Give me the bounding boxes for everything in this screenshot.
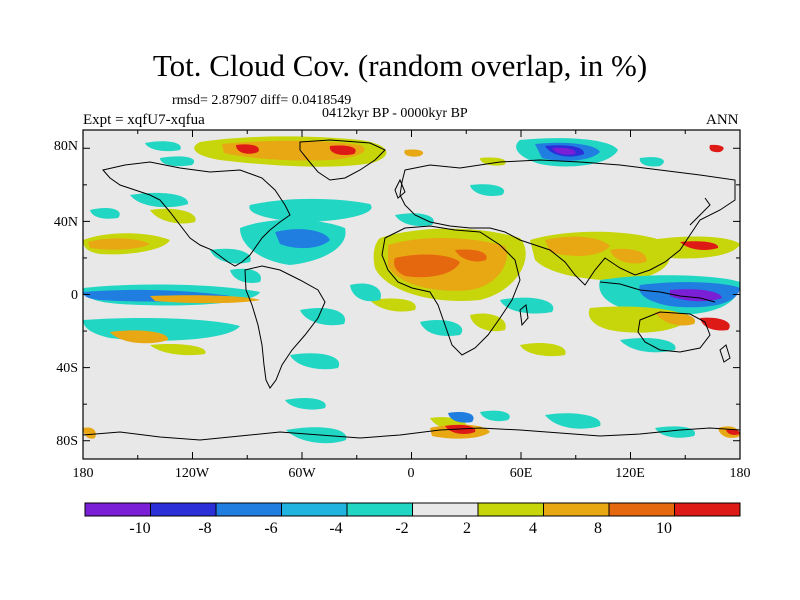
anom-so-blue xyxy=(448,412,474,423)
anom-aus-cyan xyxy=(620,338,676,353)
anom-aus-orange xyxy=(655,311,696,326)
anom-arctic-cyan1 xyxy=(145,141,181,152)
lon-label-120e: 120E xyxy=(615,466,645,481)
anom-patagonia-cyan xyxy=(290,353,340,370)
season-label: ANN xyxy=(706,112,739,128)
anom-gulf-cyan xyxy=(210,248,251,264)
anom-satl-cyan xyxy=(300,307,346,326)
anom-safrica-yellow xyxy=(470,313,506,332)
anom-so-cyan4 xyxy=(480,410,510,422)
lat-label-80n: 80N xyxy=(53,139,78,154)
map-title: Tot. Cloud Cov. (random overlap, in %) xyxy=(152,48,648,83)
anom-so-cyan3 xyxy=(545,413,601,429)
colorbar-label-m6: -6 xyxy=(264,520,278,537)
colorbar-swatch xyxy=(84,502,151,517)
anom-indian-cyan xyxy=(500,297,554,314)
coast-africa xyxy=(381,225,521,356)
axis-ticks xyxy=(82,130,741,459)
lon-label-180e: 180 xyxy=(729,466,751,481)
anomaly-field xyxy=(83,136,740,444)
colorbar-swatch xyxy=(477,502,544,517)
lat-label-40n: 40N xyxy=(53,215,78,230)
colorbar-label-2: 2 xyxy=(463,520,471,537)
colorbar-label-m10: -10 xyxy=(129,520,151,537)
coast-japan xyxy=(689,197,711,226)
anom-greenland-orange xyxy=(222,140,365,161)
colorbar-swatch xyxy=(608,502,675,517)
anom-npac-red xyxy=(680,241,719,250)
experiment-label: Expt = xqfU7-xqfua xyxy=(83,112,205,128)
anom-pac-cyan-n xyxy=(90,207,120,219)
colorbar-swatch xyxy=(346,502,413,517)
anom-india-orange xyxy=(545,236,610,256)
anom-so-cyan1 xyxy=(285,397,326,410)
colorbar-label-m2: -2 xyxy=(395,520,409,537)
coast-uk xyxy=(394,178,406,199)
coast-south-america xyxy=(244,265,326,389)
lat-label-eq: 0 xyxy=(71,288,78,303)
anom-sahara-red2 xyxy=(455,249,487,262)
anom-siberia-violet xyxy=(552,147,576,155)
anom-epac-orange2 xyxy=(110,330,169,344)
anom-epac-orange xyxy=(150,295,260,304)
anom-asia-orange2 xyxy=(610,248,647,264)
colorbar-swatch xyxy=(281,502,348,517)
anom-arctic-cyan3 xyxy=(639,157,664,167)
stats-text: rmsd= 2.87907 diff= 0.0418549 xyxy=(172,93,352,108)
anom-arctic-cyan2 xyxy=(160,156,195,167)
anom-arctic-red3 xyxy=(709,144,724,153)
anom-cyan-sea xyxy=(470,184,505,196)
anom-antarctic-orange-w xyxy=(83,427,96,439)
anom-natl-cyan2 xyxy=(395,213,434,226)
coast-indonesia xyxy=(599,281,716,303)
coast-madagascar xyxy=(519,304,529,327)
colorbar-swatch xyxy=(412,502,479,517)
colorbar-swatch xyxy=(543,502,610,517)
anom-gulfguinea-yellow xyxy=(370,298,416,312)
lon-label-60e: 60E xyxy=(509,466,533,481)
colorbar-swatch xyxy=(215,502,282,517)
anom-indian-yellow2 xyxy=(520,343,566,357)
lon-label-120w: 120W xyxy=(174,466,210,481)
anom-africa-cyan xyxy=(350,283,381,302)
coast-eurasia xyxy=(399,159,736,286)
colorbar-swatch xyxy=(674,502,741,517)
period-text: 0412kyr BP - 0000kyr BP xyxy=(322,106,468,121)
anom-sahara-red xyxy=(394,254,460,278)
lon-label-0: 0 xyxy=(407,466,415,481)
colorbar-swatch xyxy=(150,502,217,517)
lon-label-180w: 180 xyxy=(72,466,94,481)
anom-greenland-red2 xyxy=(329,145,356,156)
anom-wpac-violet xyxy=(670,289,722,302)
anom-epac-yellow xyxy=(150,344,206,356)
anom-so-cyan2 xyxy=(286,427,347,444)
colorbar-label-8: 8 xyxy=(594,520,602,537)
lat-label-40s: 40S xyxy=(56,361,78,376)
lon-label-60w: 60W xyxy=(288,466,316,481)
colorbar xyxy=(84,502,741,517)
coast-greenland xyxy=(299,139,386,181)
anom-antarctic-red-e xyxy=(726,429,740,435)
coastlines xyxy=(83,139,740,441)
anom-africa-cyan2 xyxy=(420,319,463,336)
anom-natl-cyan xyxy=(249,198,372,222)
anom-pac-orange xyxy=(88,238,150,250)
colorbar-label-10: 10 xyxy=(656,520,672,537)
anom-arctic-orange2 xyxy=(404,149,424,157)
coast-australia xyxy=(637,311,711,353)
coast-north-america xyxy=(102,161,291,267)
coast-new-zealand xyxy=(719,344,731,363)
colorbar-label-4: 4 xyxy=(529,520,537,537)
coast-antarctica xyxy=(83,427,740,441)
anom-greenland-red1 xyxy=(236,144,259,154)
colorbar-label-m8: -8 xyxy=(198,520,212,537)
colorbar-label-m4: -4 xyxy=(329,520,343,537)
anom-atl-blue xyxy=(275,229,330,249)
lat-label-80s: 80S xyxy=(56,434,78,449)
